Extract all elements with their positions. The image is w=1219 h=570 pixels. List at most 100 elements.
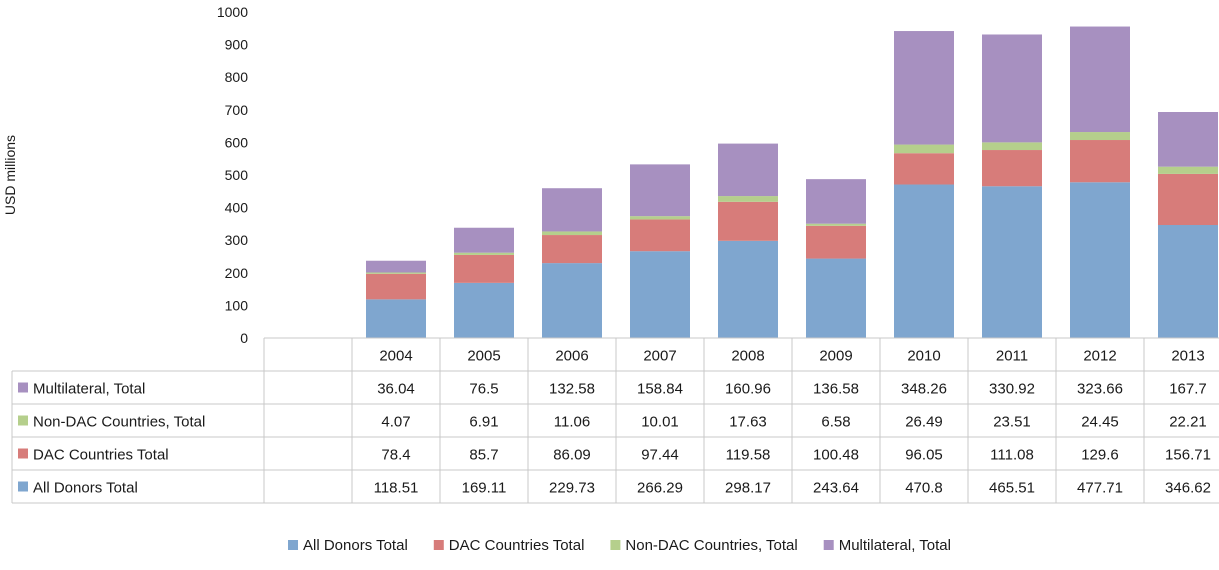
y-tick-label: 100 (225, 297, 249, 313)
y-tick-label: 400 (225, 200, 249, 216)
bars (366, 26, 1218, 338)
y-axis: 0 100 200 300 400 500 600 700 800 900 1000 (217, 4, 248, 346)
x-tick-label: 2012 (1083, 348, 1116, 365)
table-row-swatch (18, 415, 28, 426)
data-label: 100.48 (813, 447, 859, 464)
y-tick-label: 200 (225, 265, 249, 281)
bar-segment (1158, 166, 1218, 174)
x-tick-label: 2007 (643, 348, 676, 365)
table-row-label: All Donors Total (33, 480, 138, 497)
x-tick-label: 2011 (996, 348, 1028, 365)
data-label: 243.64 (813, 480, 859, 497)
data-label: 169.11 (462, 480, 507, 497)
data-label: 477.71 (1077, 480, 1123, 497)
data-label: 348.26 (901, 381, 947, 398)
legend: All Donors Total DAC Countries Total Non-D… (288, 537, 951, 554)
data-label: 132.58 (549, 381, 595, 398)
data-label: 76.5 (469, 381, 498, 398)
data-label: 111.08 (990, 447, 1034, 464)
data-label: 136.58 (813, 381, 859, 398)
bar-segment (454, 252, 514, 255)
data-label: 23.51 (993, 414, 1031, 431)
bar-segment (982, 186, 1042, 338)
y-tick-label: 300 (225, 232, 249, 248)
x-tick-label: 2008 (731, 348, 764, 365)
table-row-label: Multilateral, Total (33, 381, 145, 398)
legend-swatch (433, 540, 444, 550)
table-row-swatch (18, 382, 28, 393)
data-label: 330.92 (989, 381, 1035, 398)
data-label: 24.45 (1081, 414, 1119, 431)
bar-segment (1070, 182, 1130, 338)
x-tick-label: 2005 (467, 348, 500, 365)
data-label: 160.96 (725, 381, 771, 398)
bar-segment (630, 216, 690, 220)
table-row-swatch (18, 481, 28, 492)
legend-swatch (288, 540, 299, 550)
legend-label: Multilateral, Total (839, 537, 951, 554)
data-label: 6.91 (469, 414, 498, 431)
bar-segment (718, 240, 778, 338)
data-label: 22.21 (1169, 414, 1207, 431)
x-tick-label: 2013 (1171, 348, 1204, 365)
y-tick-label: 1000 (217, 4, 248, 20)
table-row-label: Non-DAC Countries, Total (33, 414, 205, 431)
data-label: 6.58 (821, 414, 850, 431)
bar-segment (366, 260, 426, 273)
data-label: 78.4 (381, 447, 410, 464)
bar-segment (982, 34, 1042, 143)
bar-segment (718, 143, 778, 197)
bar-segment (982, 142, 1042, 151)
bar-segment (806, 225, 866, 259)
data-label: 11.06 (554, 414, 590, 431)
data-label: 4.07 (381, 414, 410, 431)
bar-segment (806, 258, 866, 338)
legend-swatch (610, 540, 621, 550)
data-label: 85.7 (469, 447, 498, 464)
y-tick-label: 0 (240, 330, 248, 346)
bar-segment (454, 282, 514, 338)
data-label: 156.71 (1165, 447, 1211, 464)
bar-segment (1070, 132, 1130, 141)
x-tick-label: 2006 (555, 348, 588, 365)
data-label: 96.05 (905, 447, 943, 464)
bar-segment (718, 196, 778, 202)
bar-segment (1158, 225, 1218, 338)
bar-segment (366, 299, 426, 338)
data-label: 167.7 (1169, 381, 1207, 398)
bar-segment (366, 272, 426, 274)
bar-segment (718, 201, 778, 241)
x-tick-label: 2010 (907, 348, 940, 365)
legend-label: All Donors Total (303, 537, 408, 554)
bar-segment (630, 251, 690, 338)
data-label: 119.58 (726, 447, 771, 464)
legend-swatch (823, 540, 834, 550)
data-label: 118.51 (374, 480, 419, 497)
legend-label: DAC Countries Total (449, 537, 585, 554)
bar-segment (1158, 173, 1218, 226)
bar-segment (542, 231, 602, 236)
bar-segment (454, 227, 514, 253)
bar-segment (894, 153, 954, 185)
table-row-label: DAC Countries Total (33, 447, 169, 464)
bar-segment (806, 179, 866, 224)
data-label: 465.51 (989, 480, 1035, 497)
bar-segment (366, 273, 426, 300)
bar-segment (542, 188, 602, 232)
y-tick-label: 800 (225, 69, 249, 85)
bar-segment (1070, 26, 1130, 133)
bar-segment (982, 150, 1042, 187)
data-label: 17.63 (729, 414, 767, 431)
data-label: 86.09 (553, 447, 591, 464)
bar-segment (894, 144, 954, 154)
data-label: 26.49 (905, 414, 943, 431)
x-tick-label: 2004 (379, 348, 412, 365)
y-tick-label: 600 (225, 134, 249, 150)
data-label: 298.17 (725, 480, 771, 497)
bar-segment (806, 223, 866, 226)
y-tick-label: 700 (225, 102, 249, 118)
data-label: 129.6 (1081, 447, 1119, 464)
data-label: 470.8 (905, 480, 943, 497)
bar-segment (894, 31, 954, 145)
